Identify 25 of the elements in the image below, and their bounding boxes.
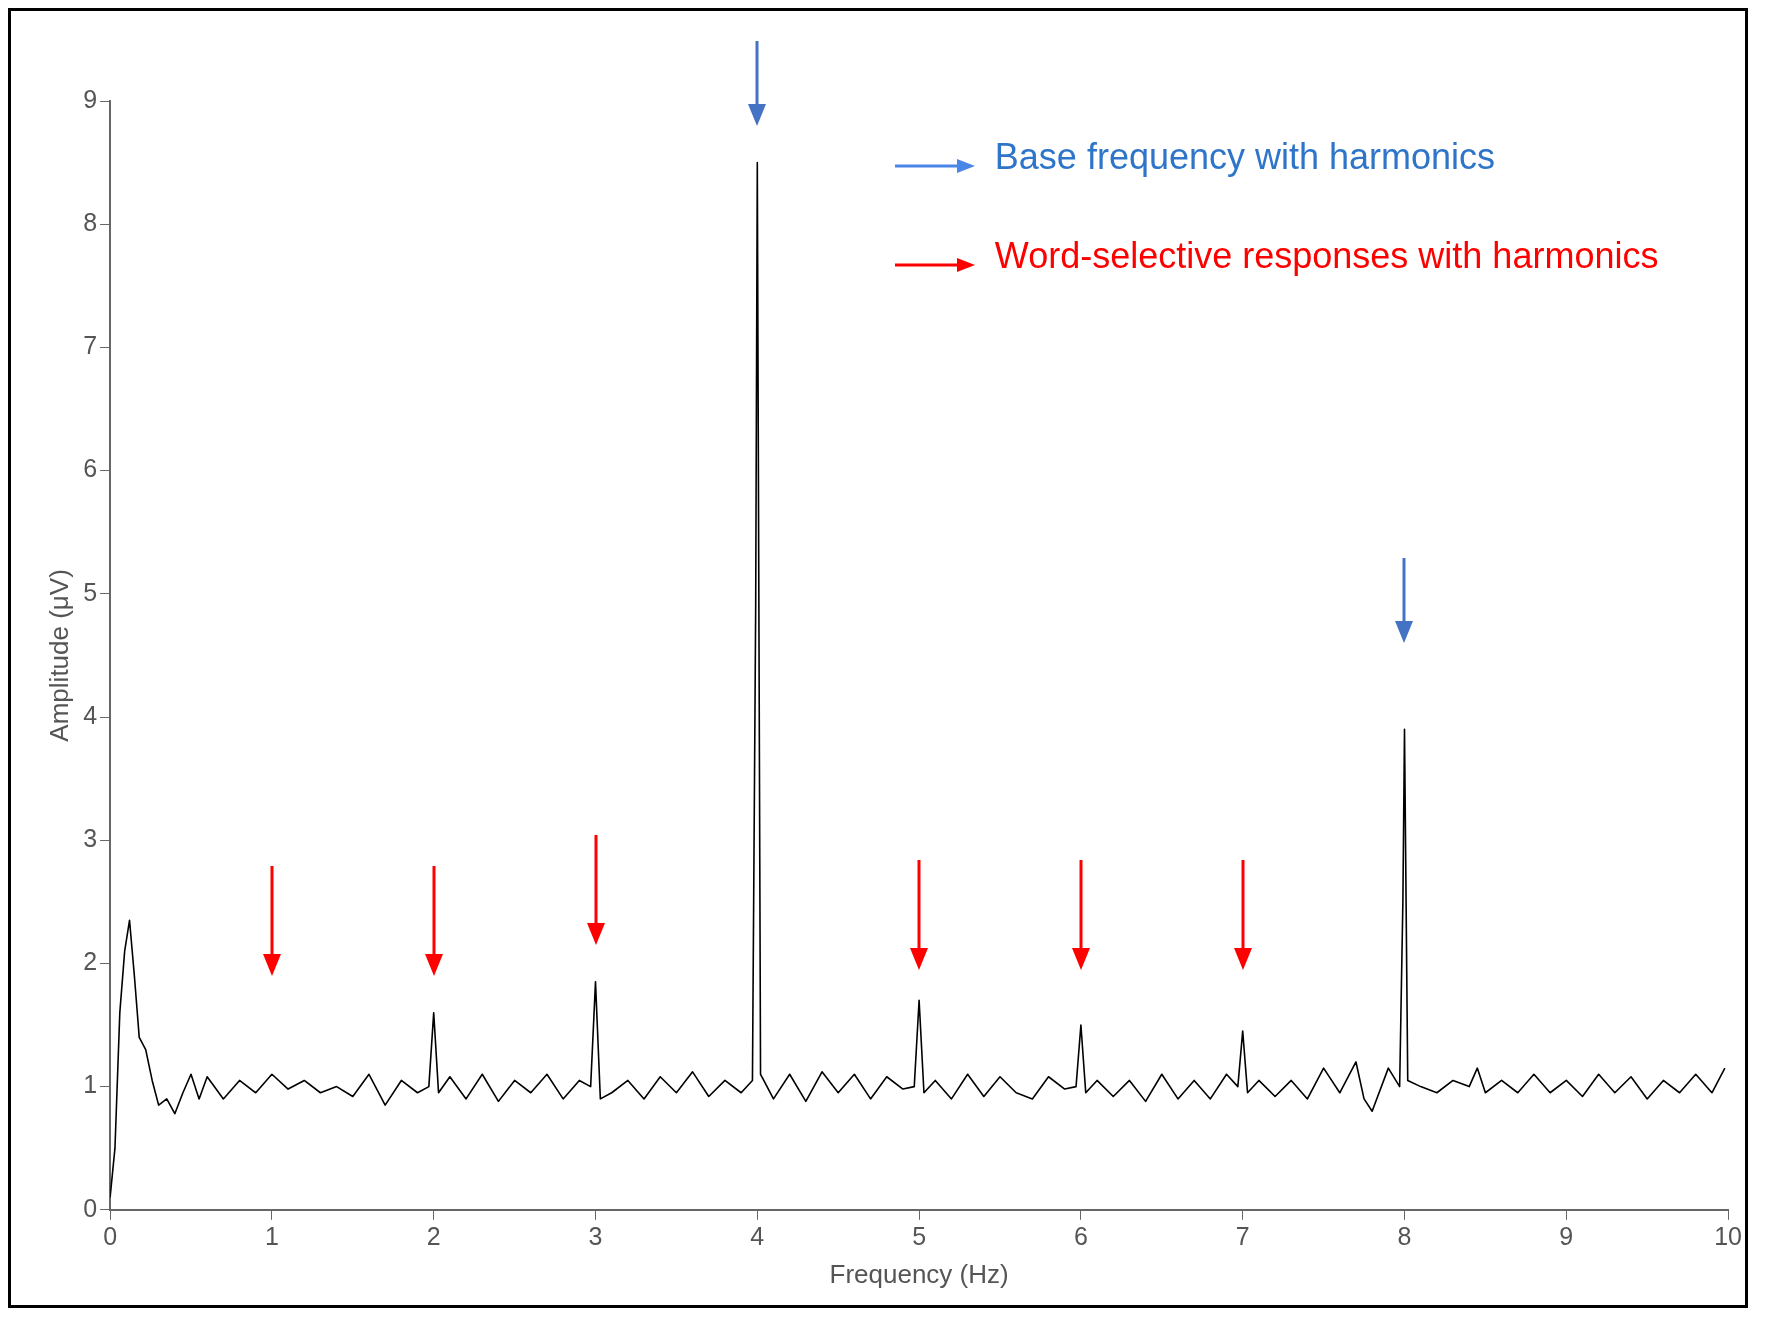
y-tick-label: 3 [83, 824, 98, 853]
y-tick-label: 0 [83, 1193, 98, 1222]
x-axis-title: Frequency (Hz) [829, 1258, 1009, 1289]
y-tick-label: 2 [83, 947, 98, 976]
x-tick-label: 7 [1235, 1221, 1250, 1250]
x-tick-label: 8 [1397, 1221, 1412, 1250]
y-tick-label: 6 [83, 454, 98, 483]
x-tick-label: 4 [750, 1221, 765, 1250]
x-tick-label: 10 [1714, 1221, 1742, 1250]
y-tick-label: 5 [83, 577, 98, 606]
x-tick-label: 1 [264, 1221, 279, 1250]
annotation: Base frequency with harmonics [994, 136, 1496, 179]
x-tick-label: 6 [1073, 1221, 1088, 1250]
annotation: Word-selective responses with harmonics [994, 235, 1659, 277]
x-tick-label: 3 [588, 1221, 603, 1250]
y-tick-label: 9 [83, 84, 98, 113]
y-axis-title: Amplitude (μV) [43, 569, 74, 742]
y-tick-label: 8 [83, 208, 98, 237]
y-tick-label: 1 [83, 1070, 98, 1099]
y-tick-label: 7 [83, 331, 98, 360]
x-tick-label: 5 [912, 1221, 927, 1250]
x-tick-label: 9 [1559, 1221, 1574, 1250]
x-tick-label: 0 [103, 1221, 118, 1250]
y-tick-label: 4 [83, 700, 98, 729]
x-tick-label: 2 [426, 1221, 441, 1250]
